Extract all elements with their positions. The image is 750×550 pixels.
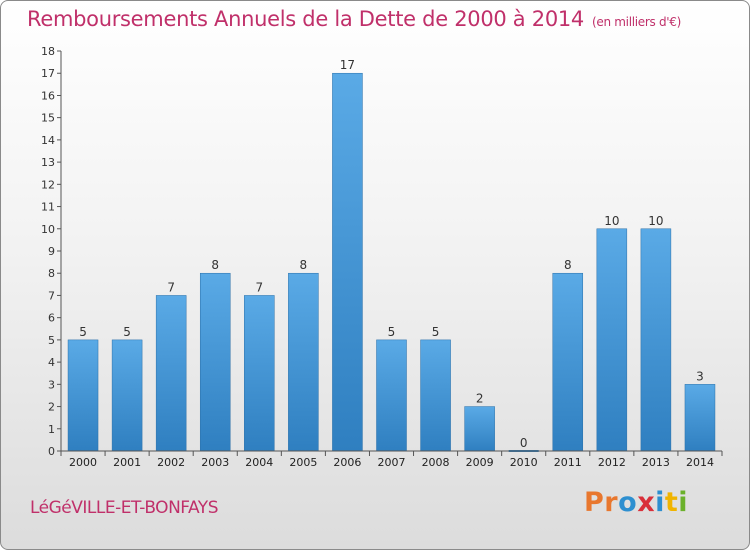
y-tick-label: 7 (48, 289, 55, 302)
data-label-2011: 8 (564, 258, 572, 272)
y-tick-label: 1 (48, 423, 55, 436)
logo-letter: x (637, 487, 656, 518)
bar-2004 (244, 295, 275, 452)
data-label-2007: 5 (388, 325, 396, 339)
y-tick-label: 11 (41, 201, 55, 214)
y-tick-label: 9 (48, 245, 55, 258)
bar-2001 (111, 339, 143, 452)
x-tick-label-2013: 2013 (642, 456, 670, 469)
x-tick-label-2011: 2011 (554, 456, 582, 469)
bar-2012 (596, 228, 628, 452)
logo-letter: o (618, 487, 638, 518)
bar-2006 (332, 72, 363, 452)
y-tick-label: 10 (41, 223, 55, 236)
bar-2009 (464, 406, 495, 452)
x-tick-label-2009: 2009 (466, 456, 494, 469)
data-label-2004: 7 (255, 280, 263, 294)
x-tick-label-2007: 2007 (378, 456, 406, 469)
bar-2013 (640, 228, 672, 452)
data-label-2006: 17 (340, 58, 355, 72)
y-tick-label: 0 (48, 445, 55, 458)
bar-2005 (288, 272, 319, 452)
y-tick-label: 5 (48, 334, 55, 347)
data-label-2000: 5 (79, 325, 87, 339)
x-tick-label-2001: 2001 (113, 456, 141, 469)
bar-2014 (684, 384, 716, 452)
data-label-2010: 0 (520, 436, 528, 450)
data-label-2008: 5 (432, 325, 440, 339)
bar-2011 (552, 272, 584, 452)
y-tick-label: 17 (41, 67, 55, 80)
y-tick-label: 13 (41, 156, 55, 169)
x-tick-label-2012: 2012 (598, 456, 626, 469)
unit-label: (en milliers d'€) (592, 15, 682, 29)
data-label-2001: 5 (123, 325, 131, 339)
y-tick-label: 8 (48, 267, 55, 280)
logo-letter: r (604, 487, 619, 518)
y-tick-label: 14 (41, 134, 55, 147)
x-axis: 2000 2001 2002 2003 2004 2005 2006 2007 2008 2009… (60, 450, 723, 469)
x-tick-label-2005: 2005 (289, 456, 317, 469)
y-tick-label: 3 (48, 378, 55, 391)
bar-2000 (67, 339, 99, 452)
y-tick-label: 2 (48, 401, 55, 414)
logo-letter: i (678, 487, 689, 518)
bar-2002 (155, 295, 187, 452)
y-tick-label: 16 (41, 89, 55, 102)
data-label-2005: 8 (300, 258, 308, 272)
logo-letter: P (584, 487, 605, 518)
y-tick-label: 4 (48, 356, 55, 369)
y-tick-label: 18 (41, 45, 55, 58)
data-label-2013: 10 (648, 214, 663, 228)
bar-2008 (420, 339, 451, 452)
x-tick-label-2004: 2004 (245, 456, 273, 469)
x-tick-label-2006: 2006 (333, 456, 361, 469)
data-label-2002: 7 (167, 280, 175, 294)
title-text: Remboursements Annuels de la Dette de 20… (27, 7, 584, 31)
x-tick-label-2014: 2014 (686, 456, 714, 469)
data-label-2012: 10 (604, 214, 619, 228)
bars: 5 5 7 8 7 8 17 5 5 2 0 8 10 10 3 (67, 58, 716, 452)
commune-name: LéGéVILLE-ET-BONFAYS (30, 498, 218, 518)
x-tick-label-2002: 2002 (157, 456, 185, 469)
chart-title: Remboursements Annuels de la Dette de 20… (27, 7, 681, 31)
logo-letter: t (664, 487, 679, 518)
logo-letter: i (655, 487, 665, 518)
bar-2003 (199, 272, 231, 452)
x-tick-label-2010: 2010 (510, 456, 538, 469)
x-tick-label-2003: 2003 (201, 456, 229, 469)
data-label-2014: 3 (696, 369, 704, 383)
y-tick-label: 12 (41, 178, 55, 191)
x-tick-label-2000: 2000 (69, 456, 97, 469)
y-tick-label: 15 (41, 112, 55, 125)
proxiti-logo: Proxiti (584, 487, 688, 518)
data-label-2009: 2 (476, 392, 484, 406)
y-tick-label: 6 (48, 312, 55, 325)
data-label-2003: 8 (211, 258, 219, 272)
bar-2007 (376, 339, 407, 452)
x-tick-label-2008: 2008 (422, 456, 450, 469)
